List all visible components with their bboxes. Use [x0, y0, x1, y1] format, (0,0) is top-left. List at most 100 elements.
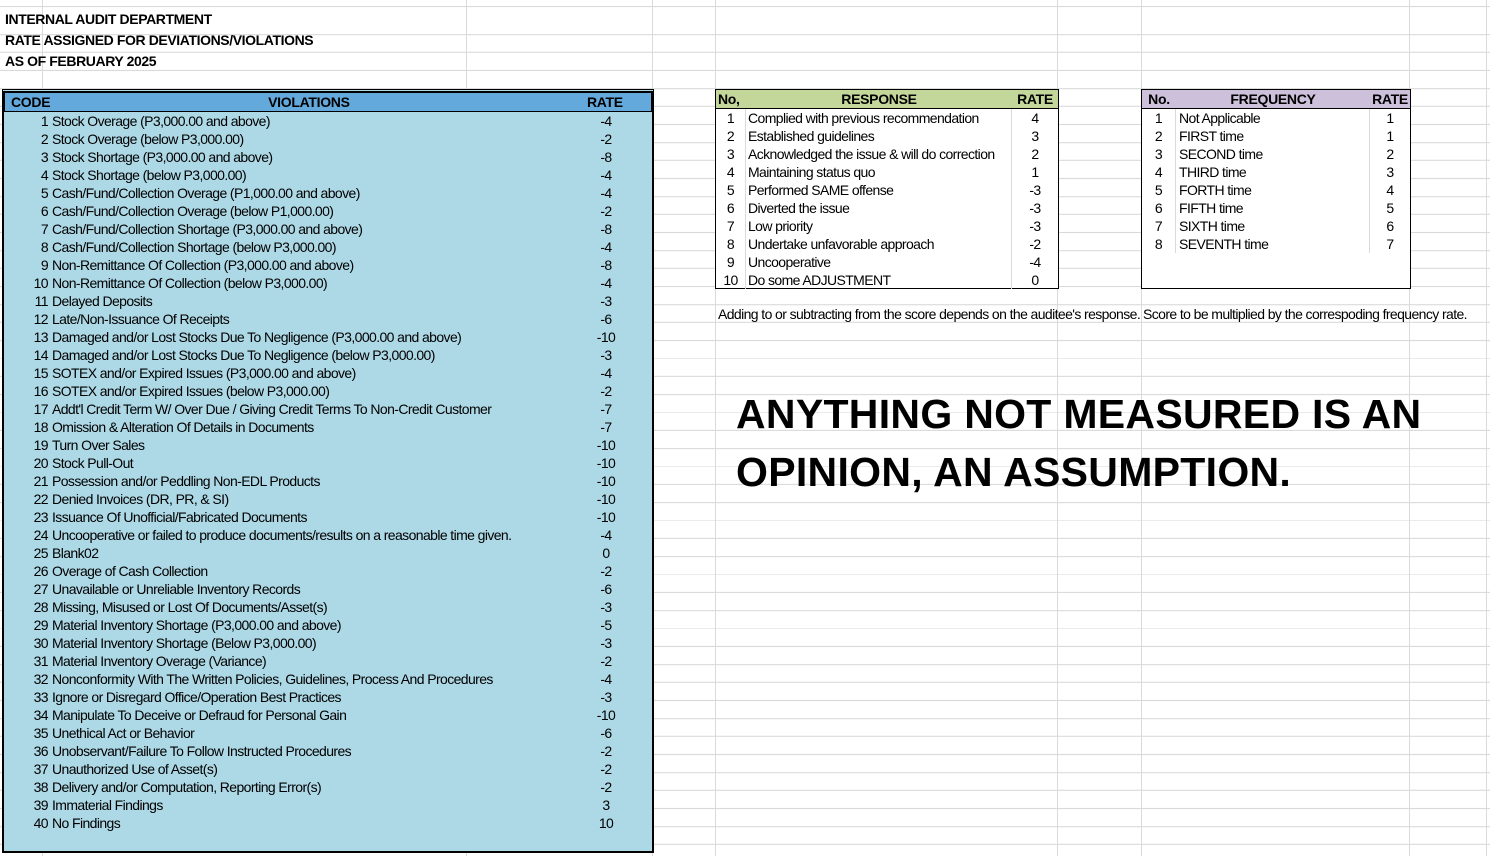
violation-name[interactable]: Possession and/or Peddling Non-EDL Produ…: [52, 473, 320, 489]
response-rate[interactable]: -2: [1029, 236, 1041, 252]
frequency-no[interactable]: 8: [1142, 235, 1176, 253]
violation-rate[interactable]: -6: [600, 311, 612, 327]
response-rate[interactable]: -3: [1029, 218, 1041, 234]
violation-code[interactable]: 14: [33, 347, 49, 363]
violation-name[interactable]: SOTEX and/or Expired Issues (P3,000.00 a…: [52, 365, 356, 381]
violation-name[interactable]: Stock Overage (P3,000.00 and above): [52, 113, 271, 129]
violation-code[interactable]: 39: [33, 797, 49, 813]
frequency-rate[interactable]: 7: [1386, 236, 1394, 252]
violation-name[interactable]: Overage of Cash Collection: [52, 563, 208, 579]
violation-name[interactable]: Turn Over Sales: [52, 437, 145, 453]
violations-header-label[interactable]: VIOLATIONS: [268, 94, 350, 110]
frequency-name[interactable]: FIRST time: [1176, 127, 1370, 145]
violation-code[interactable]: 36: [33, 743, 49, 759]
violation-code[interactable]: 32: [33, 671, 49, 687]
frequency-rate[interactable]: 1: [1386, 128, 1394, 144]
violation-rate[interactable]: -4: [600, 527, 612, 543]
violation-name[interactable]: Stock Overage (below P3,000.00): [52, 131, 244, 147]
rate-header[interactable]: RATE: [1372, 91, 1408, 107]
violation-name[interactable]: Stock Shortage (P3,000.00 and above): [52, 149, 273, 165]
violation-rate[interactable]: -2: [600, 383, 612, 399]
violation-code[interactable]: 27: [33, 581, 49, 597]
no-header[interactable]: No.: [1148, 91, 1170, 107]
violation-name[interactable]: Cash/Fund/Collection Overage (P1,000.00 …: [52, 185, 360, 201]
frequency-no[interactable]: 3: [1142, 145, 1176, 163]
response-no[interactable]: 9: [716, 253, 746, 271]
violation-rate[interactable]: -4: [600, 275, 612, 291]
violation-code[interactable]: 5: [40, 185, 49, 201]
violation-name[interactable]: SOTEX and/or Expired Issues (below P3,00…: [52, 383, 330, 399]
violation-code[interactable]: 17: [33, 401, 49, 417]
violation-rate[interactable]: -10: [596, 707, 616, 723]
violation-name[interactable]: Non-Remittance Of Collection (below P3,0…: [52, 275, 328, 291]
violation-rate[interactable]: -8: [600, 149, 612, 165]
violation-name[interactable]: Addt'l Credit Term W/ Over Due / Giving …: [52, 401, 492, 417]
violation-name[interactable]: Material Inventory Shortage (Below P3,00…: [52, 635, 317, 651]
response-no[interactable]: 5: [716, 181, 746, 199]
violation-code[interactable]: 40: [33, 815, 49, 831]
response-rate[interactable]: 1: [1031, 164, 1039, 180]
violation-name[interactable]: Missing, Misused or Lost Of Documents/As…: [52, 599, 328, 615]
violation-name[interactable]: Cash/Fund/Collection Shortage (below P3,…: [52, 239, 336, 255]
frequency-no[interactable]: 1: [1142, 109, 1176, 127]
violation-code[interactable]: 21: [33, 473, 49, 489]
frequency-header-label[interactable]: FREQUENCY: [1230, 91, 1316, 107]
violation-name[interactable]: Ignore or Disregard Office/Operation Bes…: [52, 689, 342, 705]
header-line1[interactable]: INTERNAL AUDIT DEPARTMENT: [5, 11, 212, 27]
violation-code[interactable]: 31: [33, 653, 49, 669]
frequency-rate[interactable]: 4: [1386, 182, 1394, 198]
violation-code[interactable]: 2: [40, 131, 49, 147]
violation-rate[interactable]: -2: [600, 779, 612, 795]
violation-rate[interactable]: -7: [600, 419, 612, 435]
violation-rate[interactable]: -10: [596, 509, 616, 525]
quote-text[interactable]: ANYTHING NOT MEASURED IS AN OPINION, AN …: [736, 385, 1421, 501]
violation-code[interactable]: 7: [40, 221, 49, 237]
violation-rate[interactable]: -8: [600, 221, 612, 237]
frequency-no[interactable]: 6: [1142, 199, 1176, 217]
violation-rate[interactable]: -3: [600, 635, 612, 651]
violation-code[interactable]: 12: [33, 311, 49, 327]
frequency-no[interactable]: 2: [1142, 127, 1176, 145]
violation-code[interactable]: 15: [33, 365, 49, 381]
response-rate[interactable]: -3: [1029, 182, 1041, 198]
violation-rate[interactable]: -2: [600, 131, 612, 147]
violation-name[interactable]: Material Inventory Overage (Variance): [52, 653, 267, 669]
violation-name[interactable]: Non-Remittance Of Collection (P3,000.00 …: [52, 257, 354, 273]
response-name[interactable]: Uncooperative: [746, 253, 1012, 271]
frequency-name[interactable]: FORTH time: [1176, 181, 1370, 199]
response-no[interactable]: 10: [716, 271, 746, 289]
violation-code[interactable]: 23: [33, 509, 49, 525]
violation-rate[interactable]: -2: [600, 203, 612, 219]
violation-name[interactable]: Immaterial Findings: [52, 797, 163, 813]
violation-name[interactable]: Delayed Deposits: [52, 293, 153, 309]
response-name[interactable]: Established guidelines: [746, 127, 1012, 145]
violation-rate[interactable]: -3: [600, 293, 612, 309]
violation-rate[interactable]: -2: [600, 653, 612, 669]
violation-code[interactable]: 38: [33, 779, 49, 795]
violation-rate[interactable]: -4: [600, 185, 612, 201]
violation-name[interactable]: Cash/Fund/Collection Overage (below P1,0…: [52, 203, 334, 219]
violation-rate[interactable]: -4: [600, 239, 612, 255]
violation-rate[interactable]: -4: [600, 671, 612, 687]
rate-header[interactable]: RATE: [1017, 91, 1053, 107]
frequency-rate[interactable]: 3: [1386, 164, 1394, 180]
violation-name[interactable]: Unavailable or Unreliable Inventory Reco…: [52, 581, 301, 597]
frequency-name[interactable]: Not Applicable: [1176, 109, 1370, 127]
violation-name[interactable]: Nonconformity With The Written Policies,…: [52, 671, 493, 687]
response-name[interactable]: Acknowledged the issue & will do correct…: [746, 145, 1012, 163]
violation-code[interactable]: 29: [33, 617, 49, 633]
response-note[interactable]: Adding to or subtracting from the score …: [718, 306, 1141, 322]
violation-name[interactable]: Unethical Act or Behavior: [52, 725, 195, 741]
violation-rate[interactable]: -10: [596, 491, 616, 507]
violation-name[interactable]: Omission & Alteration Of Details in Docu…: [52, 419, 314, 435]
violation-code[interactable]: 10: [33, 275, 49, 291]
violation-name[interactable]: Manipulate To Deceive or Defraud for Per…: [52, 707, 347, 723]
response-no[interactable]: 3: [716, 145, 746, 163]
frequency-no[interactable]: 5: [1142, 181, 1176, 199]
response-rate[interactable]: 0: [1031, 272, 1039, 288]
violation-rate[interactable]: -4: [600, 113, 612, 129]
frequency-rate[interactable]: 2: [1386, 146, 1394, 162]
violation-rate[interactable]: -5: [600, 617, 612, 633]
violation-rate[interactable]: -10: [596, 437, 616, 453]
violation-code[interactable]: 3: [40, 149, 49, 165]
